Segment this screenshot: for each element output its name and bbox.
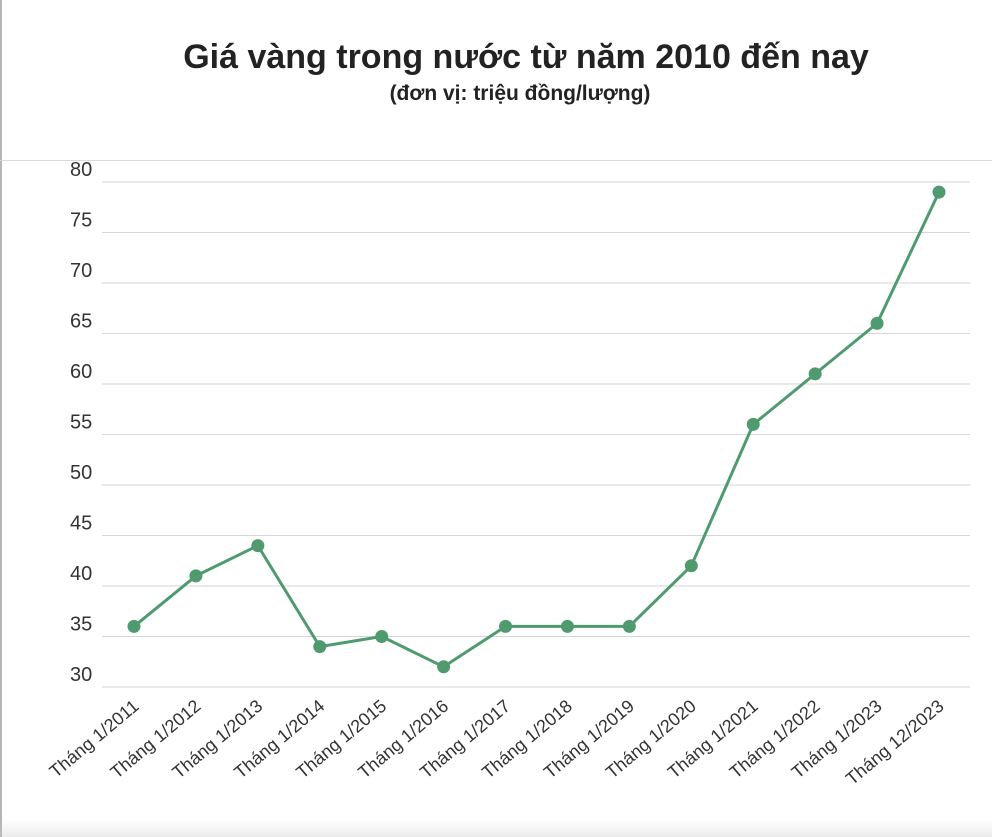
data-point — [684, 559, 698, 573]
data-point — [437, 660, 451, 674]
chart-title: Giá vàng trong nước từ năm 2010 đến nay — [183, 38, 869, 76]
data-point — [622, 619, 636, 633]
y-tick-label: 80 — [70, 159, 92, 181]
data-point — [932, 185, 946, 199]
data-point — [560, 619, 574, 633]
data-point — [251, 539, 265, 553]
y-tick-label: 65 — [70, 311, 92, 333]
y-tick-label: 70 — [70, 260, 92, 282]
chart-subtitle: (đơn vị: triệu đồng/lượng) — [389, 82, 651, 105]
series-line — [133, 191, 941, 669]
data-point — [189, 569, 203, 583]
data-point — [746, 417, 760, 431]
y-tick-label: 75 — [70, 210, 92, 232]
data-point — [127, 619, 141, 633]
data-point — [375, 630, 389, 643]
data-point — [313, 640, 327, 654]
frame-edge — [0, 0, 2, 837]
y-tick-label: 60 — [70, 361, 92, 383]
data-point — [499, 619, 513, 633]
data-point — [870, 316, 884, 330]
title-divider — [0, 160, 992, 161]
bottom-shade — [0, 819, 992, 837]
data-point — [808, 367, 822, 381]
y-tick-label: 45 — [70, 513, 92, 535]
y-tick-label: 50 — [70, 462, 92, 484]
y-tick-label: 30 — [70, 664, 92, 686]
y-tick-label: 35 — [70, 614, 92, 636]
y-tick-label: 40 — [70, 563, 92, 585]
y-tick-label: 55 — [70, 412, 92, 434]
